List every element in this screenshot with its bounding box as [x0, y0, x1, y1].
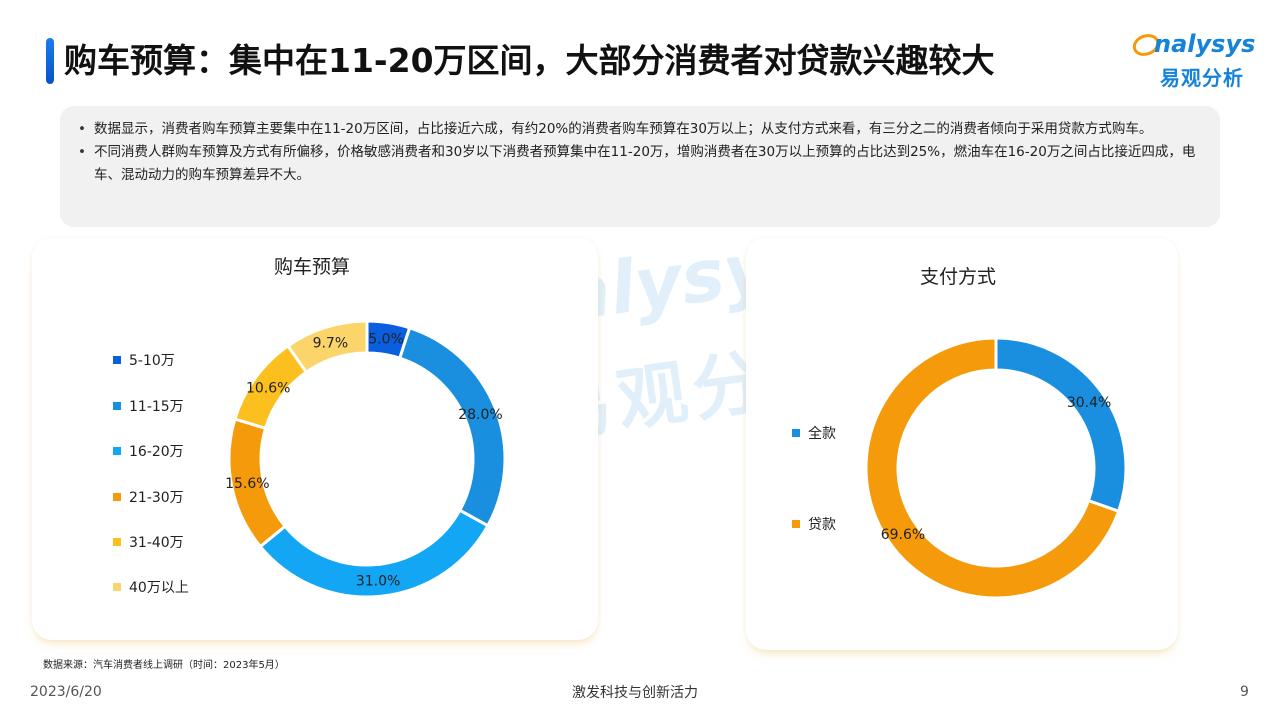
legend-label: 贷款	[808, 517, 836, 533]
budget-legend-item: 31-40万	[113, 532, 184, 552]
payment-chart-title: 支付方式	[920, 266, 997, 288]
legend-swatch	[792, 429, 800, 437]
page-number: 9	[1240, 684, 1249, 700]
donut-data-label: 5.0%	[368, 332, 404, 348]
donut-data-label: 9.7%	[313, 336, 349, 352]
donut-slice	[285, 319, 369, 375]
logo-wordmark: nalysys	[1154, 30, 1256, 58]
payment-legend-item: 贷款	[792, 514, 836, 534]
legend-swatch	[113, 402, 121, 410]
legend-label: 全款	[808, 426, 836, 442]
donut-data-label: 69.6%	[881, 527, 925, 543]
analysys-logo: nalysys 易观分析	[1132, 28, 1262, 94]
budget-legend-item: 11-15万	[113, 396, 184, 416]
summary-list: 数据显示，消费者购车预算主要集中在11-20万区间，占比接近六成，有约20%的消…	[60, 106, 1220, 187]
footer-date: 2023/6/20	[30, 684, 102, 700]
legend-label: 5-10万	[129, 353, 175, 369]
budget-chart-title: 购车预算	[274, 256, 351, 278]
summary-bullet-2: 不同消费人群购车预算及方式有所偏移，价格敏感消费者和30岁以下消费者预算集中在1…	[78, 141, 1200, 187]
legend-swatch	[113, 493, 121, 501]
payment-legend-item: 全款	[792, 423, 836, 443]
budget-legend-item: 5-10万	[113, 350, 175, 370]
data-source-note: 数据来源：汽车消费者线上调研（时间：2023年5月）	[43, 660, 285, 671]
legend-swatch	[113, 447, 121, 455]
title-accent-bar	[46, 38, 54, 84]
legend-swatch	[113, 583, 121, 591]
legend-swatch	[792, 520, 800, 528]
budget-legend-item: 16-20万	[113, 441, 184, 461]
donut-slice	[994, 336, 1128, 514]
donut-data-label: 28.0%	[458, 407, 502, 423]
legend-label: 11-15万	[129, 399, 184, 415]
legend-label: 21-30万	[129, 490, 184, 506]
legend-swatch	[113, 538, 121, 546]
donut-data-label: 30.4%	[1067, 395, 1111, 411]
page-title: 购车预算：集中在11-20万区间，大部分消费者对贷款兴趣较大	[64, 41, 995, 80]
legend-label: 16-20万	[129, 444, 184, 460]
logo-chinese-name: 易观分析	[1160, 66, 1244, 90]
logo-swoosh-icon	[1132, 34, 1160, 56]
donut-data-label: 15.6%	[225, 476, 269, 492]
legend-label: 31-40万	[129, 535, 184, 551]
budget-legend-item: 40万以上	[113, 577, 189, 597]
donut-slice	[864, 336, 1121, 600]
legend-label: 40万以上	[129, 580, 189, 596]
summary-box: 数据显示，消费者购车预算主要集中在11-20万区间，占比接近六成，有约20%的消…	[60, 106, 1220, 227]
legend-swatch	[113, 356, 121, 364]
footer-slogan: 激发科技与创新活力	[572, 685, 698, 701]
summary-bullet-1: 数据显示，消费者购车预算主要集中在11-20万区间，占比接近六成，有约20%的消…	[78, 118, 1200, 141]
budget-legend-item: 21-30万	[113, 487, 184, 507]
donut-data-label: 10.6%	[246, 380, 290, 396]
donut-data-label: 31.0%	[356, 573, 400, 589]
